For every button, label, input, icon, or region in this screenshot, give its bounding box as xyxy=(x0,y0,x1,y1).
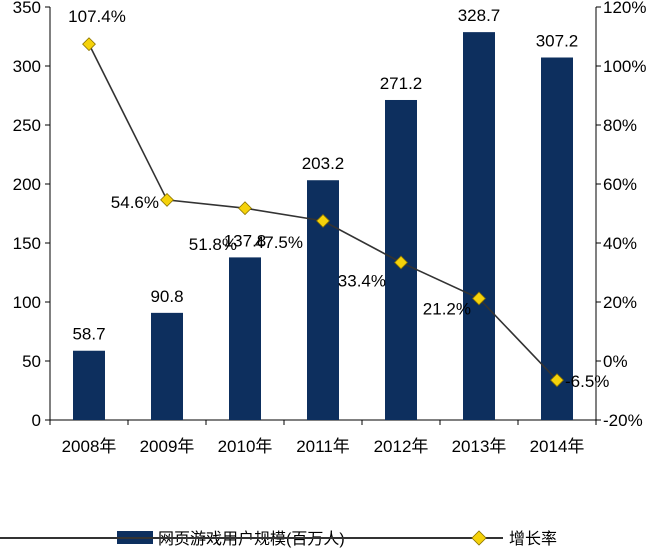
left-tick-label: 0 xyxy=(32,411,41,430)
x-tick-label: 2008年 xyxy=(62,437,117,456)
bar-value-label: 203.2 xyxy=(302,154,345,173)
line-value-label: 107.4% xyxy=(68,7,126,26)
line-value-label: 54.6% xyxy=(111,193,159,212)
bar-value-label: 307.2 xyxy=(536,32,579,51)
legend-label-line: 增长率 xyxy=(509,530,557,548)
right-tick-label: 20% xyxy=(603,293,637,312)
line-point xyxy=(394,255,408,270)
legend-marker xyxy=(471,530,487,546)
data-labels: 58.7 90.8 137.8 203.2 271.2 328.7 307.2 107.4% 5… xyxy=(68,6,609,391)
line-value-label: 33.4% xyxy=(338,271,386,290)
left-tick-label: 100 xyxy=(13,293,41,312)
right-tick-label: 40% xyxy=(603,234,637,253)
bar xyxy=(463,32,495,420)
line-value-label: 51.8% xyxy=(189,235,237,254)
left-tick-label: 300 xyxy=(13,57,41,76)
right-tick-label: 120% xyxy=(603,0,646,17)
left-tick-label: 200 xyxy=(13,175,41,194)
axes: 0 50 100 150 200 250 300 350 -20% 0% 20% 40% 60% 80% 1… xyxy=(13,0,647,456)
right-tick-label: 0% xyxy=(603,352,628,371)
x-tick-label: 2011年 xyxy=(296,437,350,456)
right-tick-label: 60% xyxy=(603,175,637,194)
legend: 网页游戏用户规模(百万人) 增长率 xyxy=(0,530,557,548)
line-series xyxy=(82,37,564,388)
x-tick-label: 2014年 xyxy=(530,437,585,456)
bar-value-label: 58.7 xyxy=(72,325,105,344)
bar-value-label: 137.8 xyxy=(224,231,267,250)
left-tick-label: 50 xyxy=(22,352,41,371)
x-tick-label: 2009年 xyxy=(140,437,195,456)
bar-series xyxy=(73,32,573,421)
bar-value-label: 328.7 xyxy=(458,6,501,25)
line-point xyxy=(160,193,174,207)
bar xyxy=(541,57,573,421)
right-tick-label: 80% xyxy=(603,116,637,135)
bar xyxy=(151,312,183,420)
x-tick-label: 2012年 xyxy=(374,437,429,456)
line-point xyxy=(472,291,486,306)
line-point xyxy=(316,213,330,228)
left-tick-label: 150 xyxy=(13,234,41,253)
right-tick-label: 100% xyxy=(603,57,646,76)
line-point xyxy=(82,37,96,52)
line-value-label: 47.5% xyxy=(255,233,303,252)
right-tick-label: -20% xyxy=(603,411,643,430)
bar xyxy=(229,257,261,420)
line-value-label: -6.5% xyxy=(565,372,609,391)
left-tick-label: 250 xyxy=(13,116,41,135)
left-tick-label: 350 xyxy=(13,0,41,17)
line-point xyxy=(550,373,564,388)
bar xyxy=(73,350,105,420)
x-tick-label: 2010年 xyxy=(218,437,273,456)
bar-value-label: 90.8 xyxy=(150,287,183,306)
line-value-label: 21.2% xyxy=(423,299,471,318)
x-tick-label: 2013年 xyxy=(452,437,507,456)
line-point xyxy=(238,201,252,216)
bar-value-label: 271.2 xyxy=(380,74,423,93)
